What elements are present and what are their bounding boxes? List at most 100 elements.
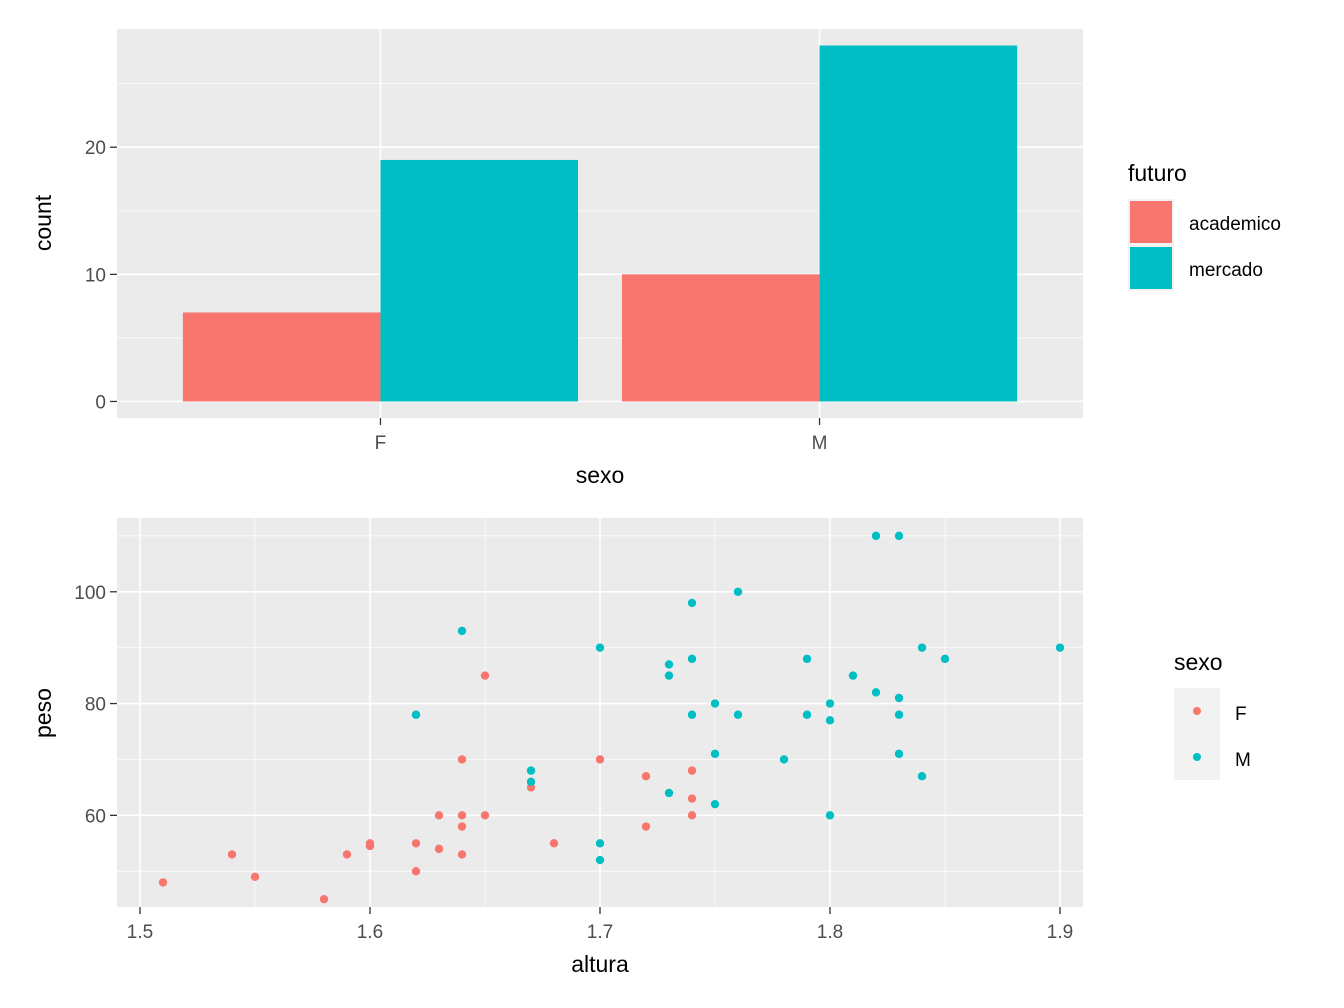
point-M	[894, 531, 904, 541]
point-F	[687, 811, 697, 820]
point-M	[848, 671, 858, 680]
point-F	[641, 822, 651, 831]
point-M	[710, 799, 720, 809]
point-F	[365, 839, 375, 848]
point-F	[434, 844, 444, 854]
point-M	[733, 710, 743, 719]
point-F	[342, 850, 352, 859]
bar-y-axis-ticks: 0 10 20	[85, 138, 117, 413]
y-tick-label: 20	[85, 138, 106, 159]
point-M	[1055, 643, 1065, 652]
y-tick-label: 60	[85, 806, 106, 827]
scatter-points	[158, 531, 1065, 904]
point-M	[526, 766, 536, 775]
point-M	[664, 660, 674, 669]
point-F	[457, 755, 467, 764]
x-tick-label: 1.9	[1047, 922, 1073, 943]
point-M	[710, 749, 720, 759]
point-M	[779, 755, 789, 764]
y-tick-label: 10	[85, 265, 106, 286]
point-M	[457, 626, 467, 636]
scatter-y-axis-ticks: 60 80 100	[74, 583, 117, 827]
x-tick-label: 1.5	[127, 922, 153, 943]
point-M	[664, 671, 674, 680]
point-M	[664, 788, 674, 798]
bar-legend-title: futuro	[1128, 160, 1187, 186]
scatter-legend-label-M: M	[1235, 750, 1251, 771]
point-M	[802, 710, 812, 719]
scatter-x-axis-title: altura	[571, 951, 629, 977]
legend-point-M	[1193, 753, 1201, 761]
bar-y-axis-title: count	[30, 194, 56, 251]
point-M	[802, 654, 812, 664]
bar-legend: futuro academico mercado	[1128, 160, 1281, 291]
point-M	[595, 855, 605, 865]
y-tick-label: 80	[85, 695, 106, 716]
point-F	[227, 850, 237, 859]
point-F	[549, 839, 559, 848]
bar-academico-F	[182, 312, 381, 402]
point-F	[595, 755, 605, 764]
point-M	[940, 654, 950, 664]
x-tick-label: M	[812, 433, 828, 454]
bar-legend-label-academico: academico	[1189, 214, 1281, 235]
point-M	[917, 643, 927, 652]
point-F	[434, 811, 444, 820]
x-tick-label: 1.6	[357, 922, 383, 943]
point-M	[687, 598, 697, 608]
point-F	[411, 867, 421, 876]
point-M	[687, 654, 697, 664]
point-F	[480, 671, 490, 680]
point-M	[825, 811, 835, 820]
legend-swatch-mercado	[1130, 247, 1172, 289]
legend-swatch-academico	[1130, 201, 1172, 243]
point-M	[733, 587, 743, 596]
scatter-y-axis-title: peso	[30, 688, 56, 738]
point-M	[917, 772, 927, 781]
point-M	[825, 716, 835, 725]
bar-legend-label-mercado: mercado	[1189, 260, 1263, 281]
point-M	[687, 710, 697, 719]
scatter-chart: 60 80 100 1.5 1.6 1.7 1.8 1.9 altura peso sexo…	[30, 518, 1251, 977]
point-M	[595, 643, 605, 652]
scatter-legend: sexo F M	[1174, 649, 1251, 780]
x-tick-label: 1.7	[587, 922, 613, 943]
scatter-major-gridlines	[117, 518, 1083, 907]
point-M	[894, 693, 904, 703]
point-M	[710, 699, 720, 708]
bar-mercado-M	[819, 45, 1018, 402]
point-M	[894, 749, 904, 759]
point-M	[894, 710, 904, 719]
point-F	[480, 811, 490, 820]
scatter-legend-label-F: F	[1235, 704, 1247, 725]
y-tick-label: 100	[74, 583, 106, 604]
y-tick-label: 0	[95, 392, 106, 413]
point-M	[411, 710, 421, 719]
point-M	[526, 777, 536, 787]
bar-marks	[182, 45, 1018, 402]
point-M	[825, 699, 835, 708]
legend-point-F	[1193, 707, 1201, 715]
bar-mercado-F	[380, 159, 579, 402]
point-F	[411, 839, 421, 848]
bar-academico-M	[621, 274, 820, 402]
scatter-x-axis-ticks: 1.5 1.6 1.7 1.8 1.9	[127, 907, 1073, 943]
point-F	[641, 772, 651, 781]
point-F	[687, 794, 697, 803]
bar-x-axis-title: sexo	[576, 462, 625, 488]
x-tick-label: F	[375, 433, 387, 454]
point-F	[250, 872, 260, 882]
x-tick-label: 1.8	[817, 922, 843, 943]
point-F	[457, 850, 467, 859]
point-F	[457, 811, 467, 820]
point-M	[595, 839, 605, 848]
point-M	[871, 531, 881, 541]
point-F	[457, 822, 467, 831]
point-F	[158, 878, 168, 887]
legend-key-bg	[1174, 688, 1220, 780]
scatter-legend-title: sexo	[1174, 649, 1223, 675]
point-M	[871, 688, 881, 697]
